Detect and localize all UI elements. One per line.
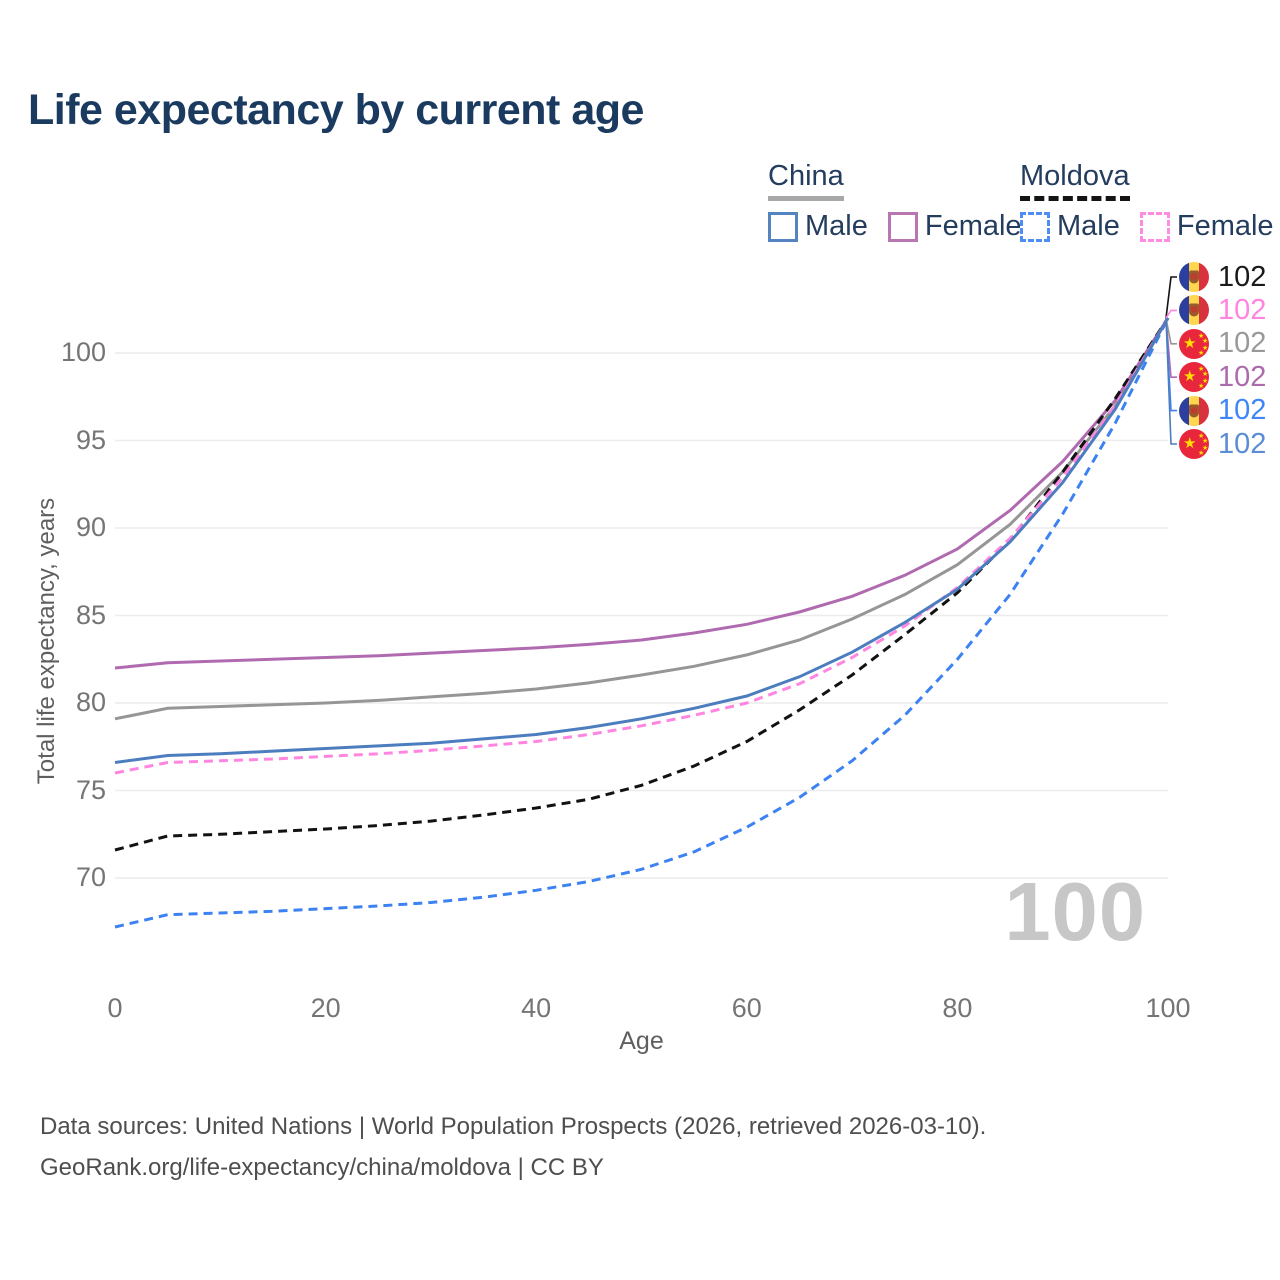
end-label-value: 102	[1218, 427, 1267, 460]
y-tick-75: 75	[75, 774, 106, 805]
series-china-total	[114, 317, 1170, 721]
legend-moldova-female[interactable]: Female	[1139, 210, 1274, 243]
data-sources-footer: Data sources: United Nations | World Pop…	[40, 1106, 986, 1188]
legend-group-moldova: Moldova Male Female	[1020, 160, 1280, 243]
series-moldova-total	[114, 317, 1170, 852]
end-label-value: 102	[1218, 293, 1267, 326]
legend-group-china: China Male Female	[768, 160, 1042, 243]
x-tick-80: 80	[942, 993, 973, 1023]
y-axis-title: Total life expectancy, years	[33, 497, 60, 785]
legend-country-moldova[interactable]: Moldova	[1020, 160, 1130, 201]
end-label-connector-1	[1165, 309, 1177, 319]
x-axis-title: Age	[619, 1027, 664, 1055]
end-label-connector-0	[1165, 276, 1177, 319]
y-tick-95: 95	[75, 424, 106, 455]
footer-attribution-line: GeoRank.org/life-expectancy/china/moldov…	[40, 1154, 604, 1181]
y-tick-80: 80	[75, 687, 106, 717]
legend-china-female[interactable]: Female	[887, 210, 1022, 243]
legend-china-male[interactable]: Male	[768, 210, 868, 243]
x-tick-100: 100	[1145, 993, 1191, 1023]
x-tick-60: 60	[731, 993, 762, 1023]
china-female-checkbox[interactable]	[887, 211, 918, 242]
footer-sources-line: Data sources: United Nations | World Pop…	[40, 1113, 987, 1140]
china-male-checkbox[interactable]	[768, 211, 798, 242]
china-flag-icon: ★ ★ ★ ★ ★	[1179, 429, 1209, 459]
china-flag-icon: ★ ★ ★ ★ ★	[1179, 362, 1209, 393]
series-china-female	[114, 317, 1170, 670]
end-label-value: 102	[1218, 394, 1267, 427]
moldova-flag-icon	[1179, 262, 1209, 292]
x-tick-40: 40	[521, 993, 552, 1023]
age-counter-watermark: 100	[1004, 865, 1146, 958]
series-moldova-female	[114, 317, 1170, 775]
y-tick-70: 70	[75, 862, 106, 892]
end-label-value: 102	[1218, 327, 1267, 360]
end-label-connector-5	[1165, 317, 1177, 445]
moldova-flag-icon	[1179, 395, 1209, 426]
y-tick-100: 100	[60, 337, 106, 367]
x-tick-0: 0	[107, 993, 123, 1023]
end-label-moldova-total: 102	[1179, 261, 1266, 293]
y-tick-85: 85	[75, 599, 106, 630]
moldova-flag-icon	[1179, 295, 1209, 326]
moldova-female-checkbox[interactable]	[1139, 211, 1170, 242]
china-flag-icon: ★ ★ ★ ★ ★	[1179, 328, 1209, 359]
end-label-china-male: ★ ★ ★ ★ ★ 102	[1179, 428, 1266, 460]
x-tick-20: 20	[310, 993, 341, 1023]
legend-moldova-male[interactable]: Male	[1020, 210, 1120, 243]
series-china-male	[114, 317, 1170, 764]
end-label-connector-2	[1165, 317, 1177, 345]
page-title: Life expectancy by current age	[28, 86, 644, 134]
moldova-male-checkbox[interactable]	[1020, 211, 1050, 242]
legend-country-china[interactable]: China	[768, 160, 844, 201]
end-label-china-female: ★ ★ ★ ★ ★ 102	[1179, 361, 1266, 393]
y-tick-90: 90	[75, 512, 106, 542]
end-label-moldova-male: 102	[1179, 394, 1267, 427]
end-label-moldova-female: 102	[1179, 294, 1266, 326]
end-label-china-total: ★ ★ ★ ★ ★ 102	[1179, 327, 1267, 360]
series-moldova-male	[114, 317, 1170, 929]
end-label-value: 102	[1218, 260, 1267, 293]
end-label-value: 102	[1218, 360, 1267, 393]
